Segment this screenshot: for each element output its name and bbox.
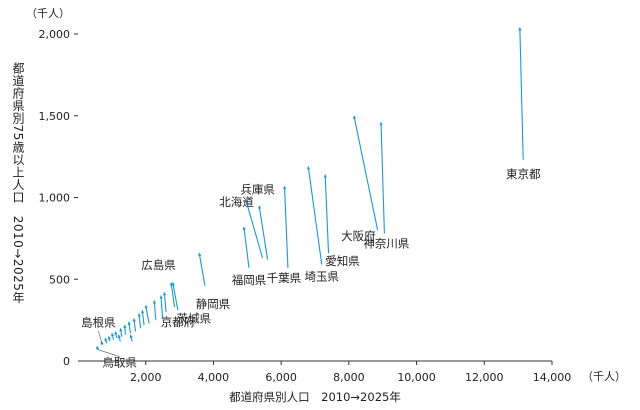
prefecture-label: 茨城県	[177, 311, 212, 325]
change-arrow	[169, 282, 176, 308]
change-arrow	[107, 336, 112, 342]
y-ticks: 0 500 1,000 1,500 2,000	[39, 28, 78, 368]
change-arrow	[283, 185, 289, 268]
change-arrow	[123, 324, 127, 335]
change-arrow	[171, 282, 179, 311]
change-arrow	[323, 174, 330, 254]
prefecture-label: 愛知県	[325, 254, 360, 268]
change-arrow	[244, 198, 264, 259]
prefecture-label: 京都府	[161, 315, 196, 329]
change-arrow	[144, 305, 150, 324]
prefecture-label: 神奈川県	[363, 236, 409, 250]
change-arrow	[162, 292, 167, 312]
change-arrow	[242, 226, 250, 268]
change-arrow	[132, 318, 137, 332]
x-axis-title: 都道府県別人口 2010→2025年	[229, 390, 401, 404]
change-arrow	[518, 27, 524, 160]
prefecture-label: 鳥取県	[102, 356, 137, 370]
x-tick-label: 6,000	[265, 371, 297, 384]
x-tick-label: 4,000	[198, 371, 230, 384]
change-arrow	[119, 327, 123, 337]
change-arrow	[127, 321, 132, 334]
label-leader-line	[98, 330, 103, 345]
y-axis-title: 都道府県別75歳以上人口 2010→2025年	[11, 62, 25, 304]
change-arrow	[152, 300, 157, 321]
change-arrow	[104, 337, 108, 344]
prefecture-label: 島根県	[81, 316, 116, 330]
x-tick-label: 12,000	[465, 371, 504, 384]
prefecture-label: 広島県	[141, 258, 176, 272]
prefecture-label: 静岡県	[196, 297, 231, 311]
change-arrow	[141, 309, 145, 326]
change-arrow	[352, 115, 379, 231]
arrow-series	[95, 27, 524, 350]
x-tick-label: 8,000	[333, 371, 365, 384]
y-unit-label: （千人）	[26, 7, 70, 20]
change-arrow	[307, 166, 323, 265]
prefecture-label: 北海道	[219, 195, 254, 209]
change-arrow	[198, 252, 206, 286]
prefecture-label: 東京都	[506, 167, 541, 181]
change-arrow	[111, 332, 115, 340]
x-tick-label: 2,000	[130, 371, 162, 384]
change-arrow	[257, 205, 269, 260]
change-arrow	[117, 334, 121, 342]
x-tick-label: 14,000	[533, 371, 572, 384]
y-tick-label: 0	[63, 355, 70, 368]
x-unit-label: （千人）	[582, 370, 626, 383]
x-tick-label: 10,000	[397, 371, 436, 384]
label-leader-line	[97, 349, 120, 357]
y-tick-label: 1,500	[39, 110, 71, 123]
prefecture-label: 福岡県	[232, 273, 267, 287]
change-arrow	[159, 295, 164, 319]
change-arrow	[95, 345, 100, 350]
change-arrow	[114, 331, 118, 339]
x-ticks: 2,000 4,000 6,000 8,000 10,000 12,000 14,000	[130, 361, 571, 384]
prefecture-label: 千葉県	[267, 271, 302, 285]
y-tick-label: 2,000	[39, 28, 71, 41]
prefecture-label: 大阪府	[341, 229, 376, 243]
change-arrow	[137, 313, 142, 329]
prefecture-label: 埼玉県	[305, 270, 340, 284]
y-tick-label: 500	[49, 273, 70, 286]
change-arrow	[379, 121, 385, 234]
change-arrow	[129, 334, 133, 342]
y-tick-label: 1,000	[39, 192, 71, 205]
prefecture-label: 兵庫県	[240, 183, 275, 197]
